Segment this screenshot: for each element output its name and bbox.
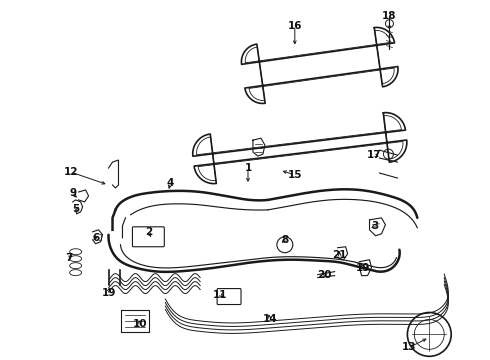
Text: 7: 7 <box>65 253 73 263</box>
Text: 2: 2 <box>145 227 152 237</box>
Text: 10: 10 <box>133 319 147 329</box>
Text: 21: 21 <box>332 250 347 260</box>
Text: 5: 5 <box>72 204 79 214</box>
Text: 8: 8 <box>281 235 289 245</box>
Text: 6: 6 <box>92 233 99 243</box>
Text: 16: 16 <box>288 21 302 31</box>
Text: 15: 15 <box>288 170 302 180</box>
Text: 1: 1 <box>245 163 251 173</box>
Text: 13: 13 <box>402 342 416 352</box>
Text: 3: 3 <box>371 221 378 231</box>
Text: 20: 20 <box>318 270 332 280</box>
Text: 17: 17 <box>367 150 382 160</box>
Text: 14: 14 <box>263 314 277 324</box>
Text: 18: 18 <box>382 11 397 21</box>
Text: 19: 19 <box>101 288 116 298</box>
Text: 12: 12 <box>63 167 78 177</box>
Text: 4: 4 <box>167 178 174 188</box>
Text: 9: 9 <box>69 188 76 198</box>
Text: 11: 11 <box>213 289 227 300</box>
Text: 19: 19 <box>355 263 370 273</box>
